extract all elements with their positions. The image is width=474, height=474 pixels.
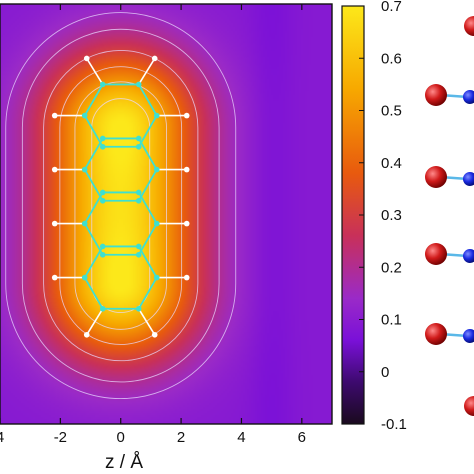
x-tick-label: 2	[177, 429, 185, 446]
hydrogen-atom	[83, 331, 90, 338]
carbon-atom	[99, 81, 106, 88]
carbon-atom	[81, 166, 88, 173]
colorbar-tick-label: -0.1	[381, 416, 407, 433]
carbon-atom	[135, 81, 142, 88]
density-heatmap	[0, 4, 332, 424]
colorbar-tick-label: 0.5	[381, 103, 402, 120]
carbon-atom	[99, 251, 106, 258]
hydrogen-atom	[151, 55, 158, 62]
nitrogen-atom	[463, 172, 474, 186]
bond	[83, 277, 104, 310]
oxygen-atom	[464, 396, 474, 416]
colorbar-tick-label: 0.6	[381, 50, 402, 67]
carbon-atom	[99, 143, 106, 150]
contour-lines	[5, 12, 237, 400]
bond	[137, 245, 158, 279]
carbon-atom	[99, 243, 106, 250]
bond	[137, 223, 158, 256]
colorbar-tick-label: 0.2	[381, 259, 402, 276]
ch-bond	[138, 58, 156, 85]
x-axis-ticks: 4 -2 0 2 4 6	[0, 4, 306, 446]
x-axis-title: z / Å	[105, 452, 143, 473]
contour-line	[59, 66, 183, 345]
hydrogen-atom	[51, 112, 58, 119]
carbon-atom	[153, 274, 160, 281]
oxygen-atom	[425, 166, 447, 188]
x-tick-label: 4	[0, 429, 4, 446]
hydrogen-atom	[51, 220, 58, 227]
hydrogen-atom	[183, 220, 190, 227]
bond	[83, 245, 104, 279]
bond	[137, 169, 158, 202]
plot-area	[0, 4, 332, 424]
nitrogen-atom	[463, 329, 474, 343]
bond	[137, 115, 158, 148]
ch-bond	[138, 308, 156, 336]
bond	[137, 277, 158, 310]
carbon-atom	[81, 220, 88, 227]
carbon-atom	[135, 189, 142, 196]
plot-frame	[0, 3, 333, 425]
hydrogen-atom	[51, 166, 58, 173]
bond	[83, 137, 104, 171]
carbon-atom	[81, 112, 88, 119]
side-molecule-column	[425, 16, 474, 416]
oxygen-atom	[464, 16, 474, 36]
hydrogen-atom	[151, 331, 158, 338]
carbon-atom	[99, 305, 106, 312]
bond	[83, 83, 104, 117]
carbon-atom	[153, 220, 160, 227]
contour-line	[43, 50, 199, 362]
carbon-atom	[153, 166, 160, 173]
nitrogen-atom	[463, 90, 474, 104]
bond	[137, 137, 158, 171]
x-tick-label: 6	[298, 429, 306, 446]
carbon-atom	[135, 251, 142, 258]
colorbar-tick-label: 0	[381, 364, 389, 381]
x-tick-label: -2	[54, 429, 67, 446]
ch-bond	[86, 58, 104, 85]
carbon-atom	[99, 135, 106, 142]
carbon-atom	[135, 135, 142, 142]
bond	[137, 191, 158, 225]
bond	[83, 191, 104, 225]
hydrogen-atom	[183, 112, 190, 119]
carbon-atom	[153, 112, 160, 119]
colorbar-tick-label: 0.7	[381, 0, 402, 15]
bond	[83, 223, 104, 256]
carbon-atom	[135, 305, 142, 312]
molecule-overlay	[51, 55, 190, 338]
carbon-atom	[81, 274, 88, 281]
colorbar-tick-label: 0.3	[381, 207, 402, 224]
contour-line	[74, 81, 167, 330]
hydrogen-atom	[183, 274, 190, 281]
nitrogen-atom	[463, 249, 474, 263]
bond	[83, 169, 104, 202]
ch-bond	[86, 308, 104, 336]
carbon-atom	[135, 197, 142, 204]
colorbar-tick-label: 0.1	[381, 312, 402, 329]
oxygen-atom	[425, 243, 447, 265]
colorbar-ticks: 0.7 0.6 0.5 0.4 0.3 0.2 0.1 0 -0.1	[359, 0, 407, 433]
contour-line	[5, 12, 237, 400]
carbon-atom	[99, 197, 106, 204]
carbon-atom	[99, 189, 106, 196]
bond	[83, 115, 104, 148]
oxygen-atom	[425, 323, 447, 345]
oxygen-atom	[425, 84, 447, 106]
carbon-atom	[135, 243, 142, 250]
colorbar-tick-label: 0.4	[381, 155, 402, 172]
contour-line	[91, 98, 151, 314]
x-tick-label: 0	[117, 429, 125, 446]
hydrogen-atom	[83, 55, 90, 62]
contour-line	[21, 28, 220, 383]
hydrogen-atom	[183, 166, 190, 173]
carbon-atom	[135, 143, 142, 150]
x-tick-label: 4	[237, 429, 245, 446]
bond	[137, 83, 158, 117]
hydrogen-atom	[51, 274, 58, 281]
